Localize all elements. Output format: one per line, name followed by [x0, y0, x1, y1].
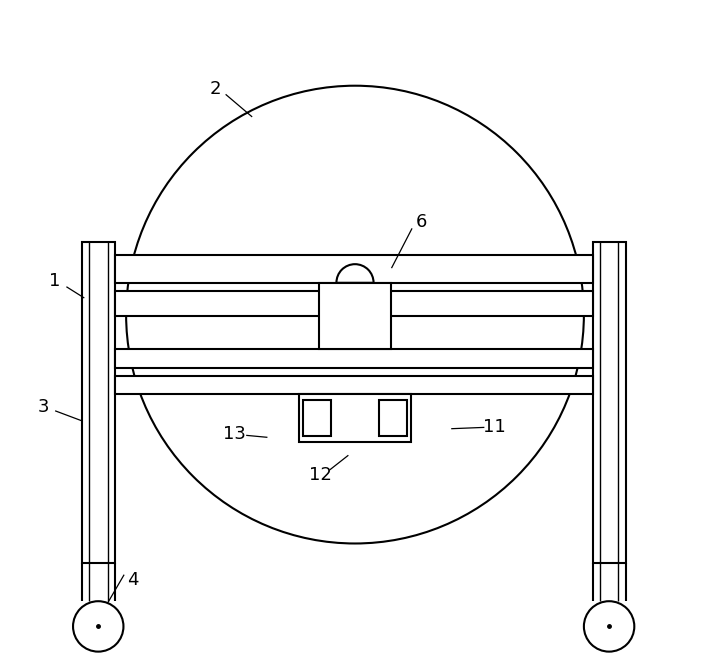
Bar [302, 400, 331, 436]
Text: 11: 11 [483, 418, 506, 436]
Bar [115, 349, 593, 368]
Bar [593, 242, 626, 563]
Text: 4: 4 [127, 571, 138, 589]
Text: 13: 13 [223, 425, 246, 443]
Bar [82, 242, 115, 563]
Bar [115, 255, 593, 283]
Text: 1: 1 [50, 272, 61, 290]
Bar [115, 292, 593, 316]
Text: 3: 3 [38, 399, 49, 417]
Circle shape [584, 601, 634, 652]
Circle shape [73, 601, 124, 652]
Bar [115, 375, 593, 394]
Bar [379, 400, 408, 436]
Bar [299, 394, 411, 442]
Circle shape [126, 86, 584, 543]
Wedge shape [337, 264, 373, 283]
Text: 2: 2 [210, 80, 222, 98]
Text: 12: 12 [309, 466, 332, 484]
Bar [319, 283, 391, 349]
Text: 6: 6 [415, 213, 427, 231]
